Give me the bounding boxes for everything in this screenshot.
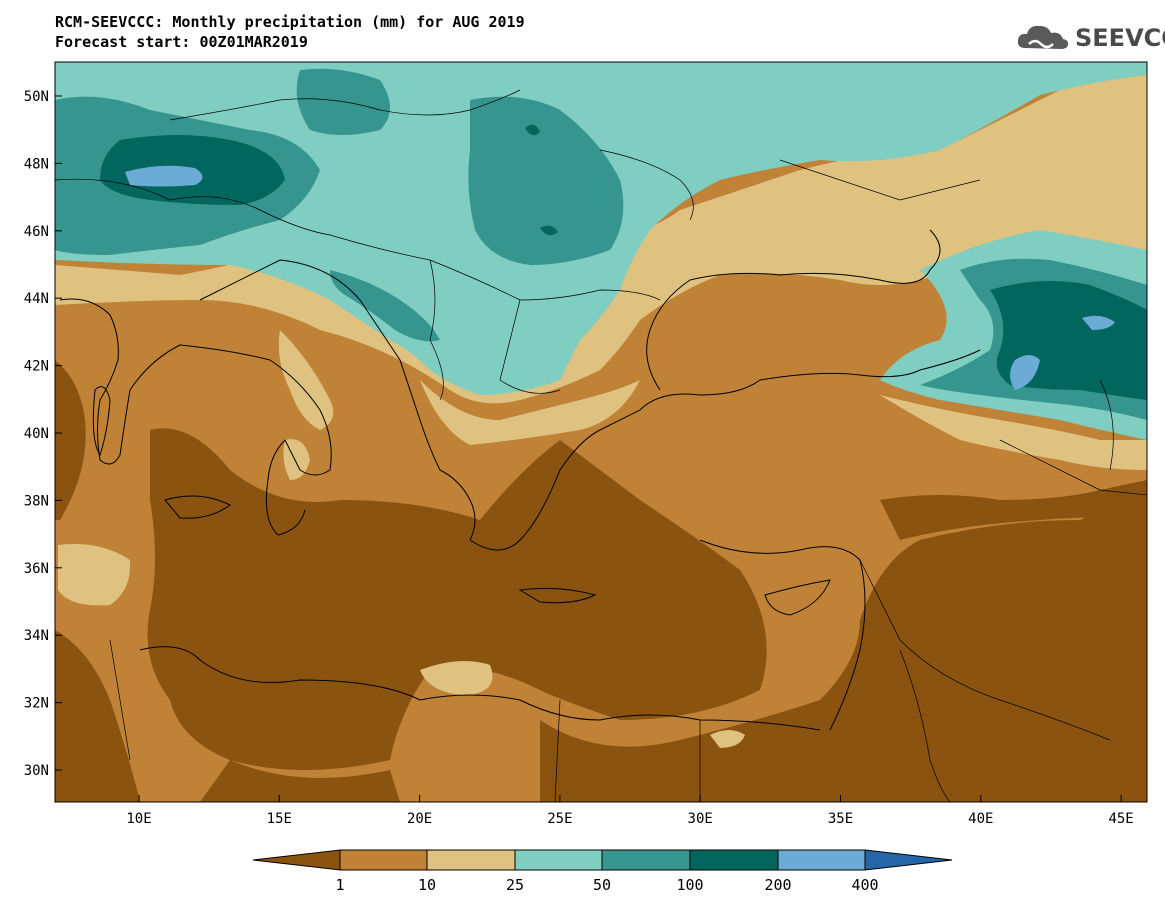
field-10-25-balkan (420, 380, 640, 445)
map-frame (54, 61, 1148, 803)
field-100-200-carp-spot (525, 124, 540, 136)
field-10-25-north (55, 62, 1147, 404)
colorbar-label: 100 (676, 876, 703, 894)
coast-sicily (164, 495, 231, 519)
colorbar-swatch-50-100 (601, 849, 691, 871)
colorbar-label: 10 (418, 876, 436, 894)
colorbar-label: 400 (851, 876, 878, 894)
lat-tick-label: 44N (24, 291, 49, 307)
borders (55, 89, 1147, 802)
field-50-100-bosnia (330, 270, 440, 342)
field-lt1-saudi (880, 480, 1147, 540)
map-field (55, 62, 1147, 802)
coast-blacksea (646, 229, 941, 391)
field-100-200-carp-spot2 (540, 225, 558, 236)
colorbar-swatch-10-25 (426, 849, 516, 871)
colorbar-swatch-100-200 (689, 849, 779, 871)
lon-tick-label: 45E (1108, 811, 1133, 827)
lon-tick-label: 20E (407, 811, 432, 827)
field-10-25-italy (278, 330, 334, 430)
field-lt1-west (55, 360, 86, 520)
coast-cyprus (764, 579, 831, 616)
coast-calabria (265, 439, 306, 536)
lon-tick-label: 25E (547, 811, 572, 827)
coast-sardinia (92, 386, 111, 457)
colorbar-swatch-200-400 (777, 849, 866, 871)
colorbar-swatch-25-50 (514, 849, 603, 871)
lon-tick-label: 40E (968, 811, 993, 827)
coast-north-africa (139, 646, 821, 731)
lat-tick-label: 36N (24, 561, 49, 577)
lat-tick-label: 42N (24, 359, 49, 375)
lat-tick-label: 46N (24, 224, 49, 240)
colorbar-label: 50 (593, 876, 611, 894)
field-200-400-alps (125, 165, 203, 187)
forecast-start: Forecast start: 00Z01MAR2019 (55, 33, 308, 51)
lon-tick-label: 35E (828, 811, 853, 827)
coast-aegean-anatolia (469, 349, 981, 551)
map-title: RCM-SEEVCCC: Monthly precipitation (mm) … (55, 13, 525, 31)
coast-italy (59, 298, 332, 476)
colorbar-label: 1 (335, 876, 344, 894)
lat-tick-label: 40N (24, 426, 49, 442)
colorbar-label: 25 (506, 876, 524, 894)
field-200-400-caucasus2 (1010, 355, 1040, 390)
coast-crete (518, 587, 597, 604)
field-lt1-sea (147, 428, 767, 770)
lat-tick-label: 48N (24, 156, 49, 172)
seevccc-logo: SEEVCCC (1015, 20, 1165, 56)
field-lt1-libya (200, 760, 400, 802)
latitude-axis: 50N 48N 46N 44N 42N 40N 38N 36N 34N 32N 30N (24, 89, 62, 779)
lat-tick-label: 30N (24, 763, 49, 779)
field-200-400-caucasus1 (1082, 315, 1115, 330)
longitude-axis: 10E 15E 20E 25E 30E 35E 40E 45E (126, 795, 1134, 827)
lon-tick-label: 15E (267, 811, 292, 827)
field-10-25-spot-w (58, 544, 131, 606)
field-10-25-anatolia (880, 395, 1147, 470)
colorbar: 1 10 25 50 100 200 400 (252, 849, 953, 894)
colorbar-swatch-1-10 (339, 849, 428, 871)
lat-tick-label: 34N (24, 628, 49, 644)
colorbar-label: 200 (764, 876, 791, 894)
field-lt1-sw (55, 630, 140, 802)
title-block: RCM-SEEVCCC: Monthly precipitation (mm) … (55, 12, 525, 52)
colorbar-swatch-gt400 (864, 849, 953, 871)
field-10-25-egypt-spot (710, 730, 745, 748)
colorbar-swatch-lt1 (252, 849, 341, 871)
coast-adriatic (199, 259, 476, 541)
field-10-25-libya-spot (420, 661, 493, 695)
lat-tick-label: 38N (24, 493, 49, 509)
lon-tick-label: 30E (688, 811, 713, 827)
field-50-100-carpathians (468, 96, 624, 266)
field-lt1-egypt (540, 510, 1147, 802)
cloud-icon (1017, 25, 1069, 49)
lat-tick-label: 50N (24, 89, 49, 105)
lon-tick-label: 10E (126, 811, 151, 827)
logo-text: SEEVCCC (1075, 24, 1165, 52)
lat-tick-label: 32N (24, 696, 49, 712)
